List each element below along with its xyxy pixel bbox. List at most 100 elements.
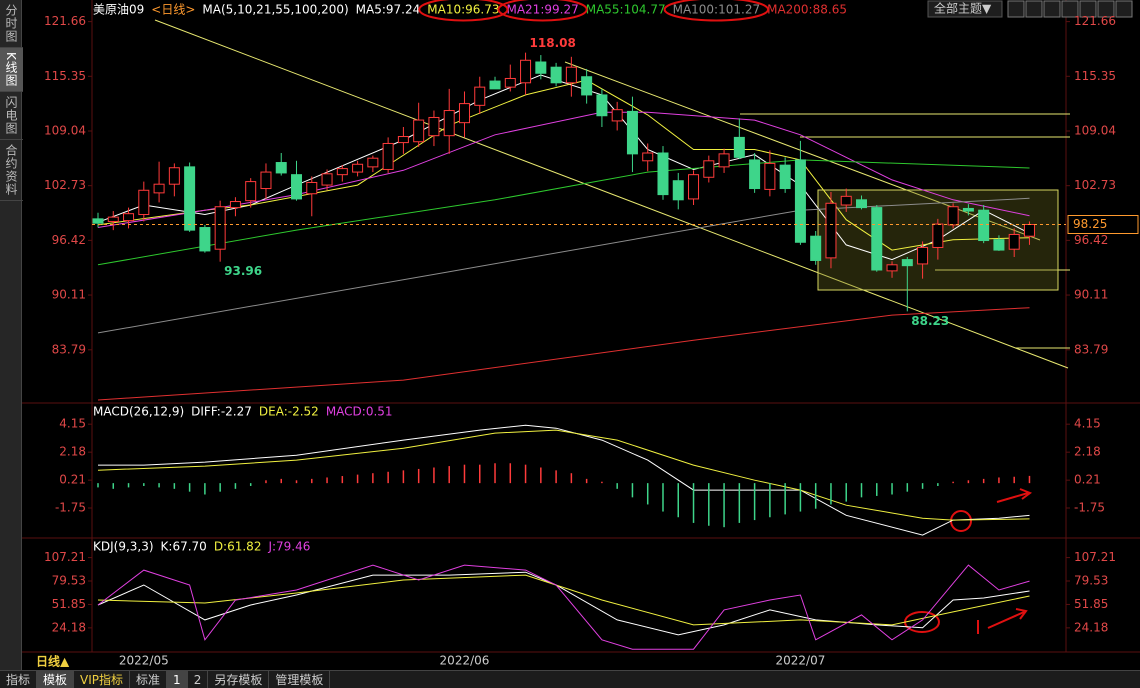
- toolbar-tab[interactable]: 指标: [0, 671, 38, 688]
- y-tick-label: 109.04: [1074, 123, 1116, 137]
- legend-entry: MACD(26,12,9): [93, 405, 184, 419]
- y-tick-label: 0.21: [1074, 473, 1101, 487]
- extreme-label: 88.23: [911, 314, 949, 328]
- toolbar-tab[interactable]: 标准: [130, 671, 168, 688]
- toolbar-tab[interactable]: 1: [167, 671, 188, 688]
- candle-body: [199, 227, 211, 252]
- legend-entry: <日线>: [151, 3, 195, 17]
- candle-body: [901, 259, 913, 267]
- candle-body: [871, 207, 883, 271]
- candle-body: [565, 66, 577, 84]
- y-tick-label: 83.79: [52, 342, 86, 356]
- sidebar-tab[interactable]: 闪电图: [0, 92, 23, 140]
- y-tick-label: 0.21: [59, 473, 86, 487]
- candle-body: [749, 159, 761, 190]
- y-tick-label: -1.75: [1074, 501, 1105, 515]
- x-tick-label: 2022/06: [440, 654, 490, 668]
- legend-entry: MA55:104.77: [586, 3, 666, 17]
- candle-body: [611, 109, 623, 122]
- y-tick-label: 24.18: [52, 620, 86, 634]
- y-tick-label: 83.79: [1074, 342, 1108, 356]
- sidebar-tab[interactable]: K线图: [0, 48, 23, 92]
- indicator-line: [97, 307, 1030, 401]
- candle-body: [428, 116, 440, 137]
- toolbar: 指标 模板 VIP指标 标准 1 2 另存模板 管理模板: [0, 670, 1140, 688]
- chart: 全部主题▼ 日线▲ 121.66 121.66 115.35 115.35 109.04…: [22, 0, 1140, 669]
- sidebar-tab[interactable]: 合约资料: [0, 140, 23, 201]
- period-label[interactable]: 日线▲: [36, 654, 70, 669]
- toolbar-tab[interactable]: 管理模板: [269, 671, 331, 688]
- legend-entry: DIFF:-2.27: [191, 405, 252, 419]
- candle-body: [917, 246, 929, 265]
- y-tick-label: 79.53: [52, 574, 86, 588]
- candle-body: [794, 159, 806, 243]
- y-tick-label: 96.42: [1074, 233, 1108, 247]
- candle-body: [962, 207, 974, 212]
- candle-body: [535, 61, 547, 74]
- y-tick-label: 102.73: [1074, 178, 1116, 192]
- legend-entry: 美原油09: [93, 3, 144, 17]
- candle-body: [886, 264, 898, 272]
- toolbar-tab[interactable]: VIP指标: [74, 671, 131, 688]
- indicator-line: [97, 564, 1030, 650]
- candle-body: [733, 136, 745, 158]
- y-tick-label: 96.42: [52, 233, 86, 247]
- candle-body: [993, 239, 1005, 251]
- candle-body: [168, 167, 180, 185]
- y-tick-label: 121.66: [1074, 14, 1116, 28]
- y-tick-label: 102.73: [44, 178, 86, 192]
- legend-entry: MA200:88.65: [767, 3, 847, 17]
- x-tick-label: 2022/05: [119, 654, 169, 668]
- candle-body: [489, 80, 501, 90]
- toolbar-tab[interactable]: 模板: [37, 671, 75, 688]
- y-tick-label: 115.35: [44, 69, 86, 83]
- candle-body: [825, 202, 837, 259]
- y-tick-label: 2.18: [1074, 445, 1101, 459]
- y-tick-label: 90.11: [52, 288, 86, 302]
- candle-body: [764, 162, 776, 190]
- candle-body: [1023, 224, 1035, 237]
- sidebar-tab[interactable]: 分时图: [0, 0, 23, 48]
- candle-body: [672, 180, 684, 201]
- candle-body: [718, 153, 730, 168]
- highlight-ellipse: [497, 0, 588, 22]
- y-tick-label: 90.11: [1074, 288, 1108, 302]
- indicator-line: [97, 197, 1030, 334]
- candle-body: [688, 174, 700, 200]
- candle-body: [153, 183, 165, 194]
- candle-body: [581, 76, 593, 96]
- theme-button-bg[interactable]: [927, 0, 1003, 18]
- legend-entry: MA(5,10,21,55,100,200): [202, 3, 348, 17]
- indicator-line: [97, 571, 1030, 636]
- y-tick-label: 107.21: [1074, 550, 1116, 564]
- candle-body: [260, 171, 272, 190]
- legend-entry: D:61.82: [214, 540, 262, 554]
- y-tick-label: 51.85: [52, 597, 86, 611]
- indicator-line: [97, 74, 1030, 261]
- indicator-line: [97, 574, 1030, 626]
- candle-body: [367, 157, 379, 168]
- candle-body: [214, 206, 226, 250]
- candle-body: [520, 59, 532, 84]
- candle-body: [336, 168, 348, 176]
- candle-body: [443, 110, 455, 137]
- candle-body: [245, 181, 257, 202]
- indicator-line: [98, 424, 1030, 536]
- candle-body: [229, 201, 241, 209]
- toolbar-tab[interactable]: 2: [188, 671, 209, 688]
- y-tick-label: 121.66: [44, 14, 86, 28]
- indicator-line: [97, 159, 1030, 266]
- candle-body: [703, 160, 715, 178]
- candle-body: [978, 209, 990, 242]
- theme-button[interactable]: 全部主题▼: [934, 1, 992, 16]
- y-tick-label: 4.15: [59, 417, 86, 431]
- y-tick-label: 79.53: [1074, 574, 1108, 588]
- y-tick-label: 109.04: [44, 123, 86, 137]
- candle-body: [138, 189, 150, 216]
- candle-body: [657, 152, 669, 196]
- y-tick-label: 4.15: [1074, 417, 1101, 431]
- candle-body: [779, 164, 791, 190]
- highlight-ellipse: [418, 0, 509, 22]
- toolbar-tab[interactable]: 另存模板: [208, 671, 270, 688]
- legend-entry: MA100:101.27: [673, 3, 761, 17]
